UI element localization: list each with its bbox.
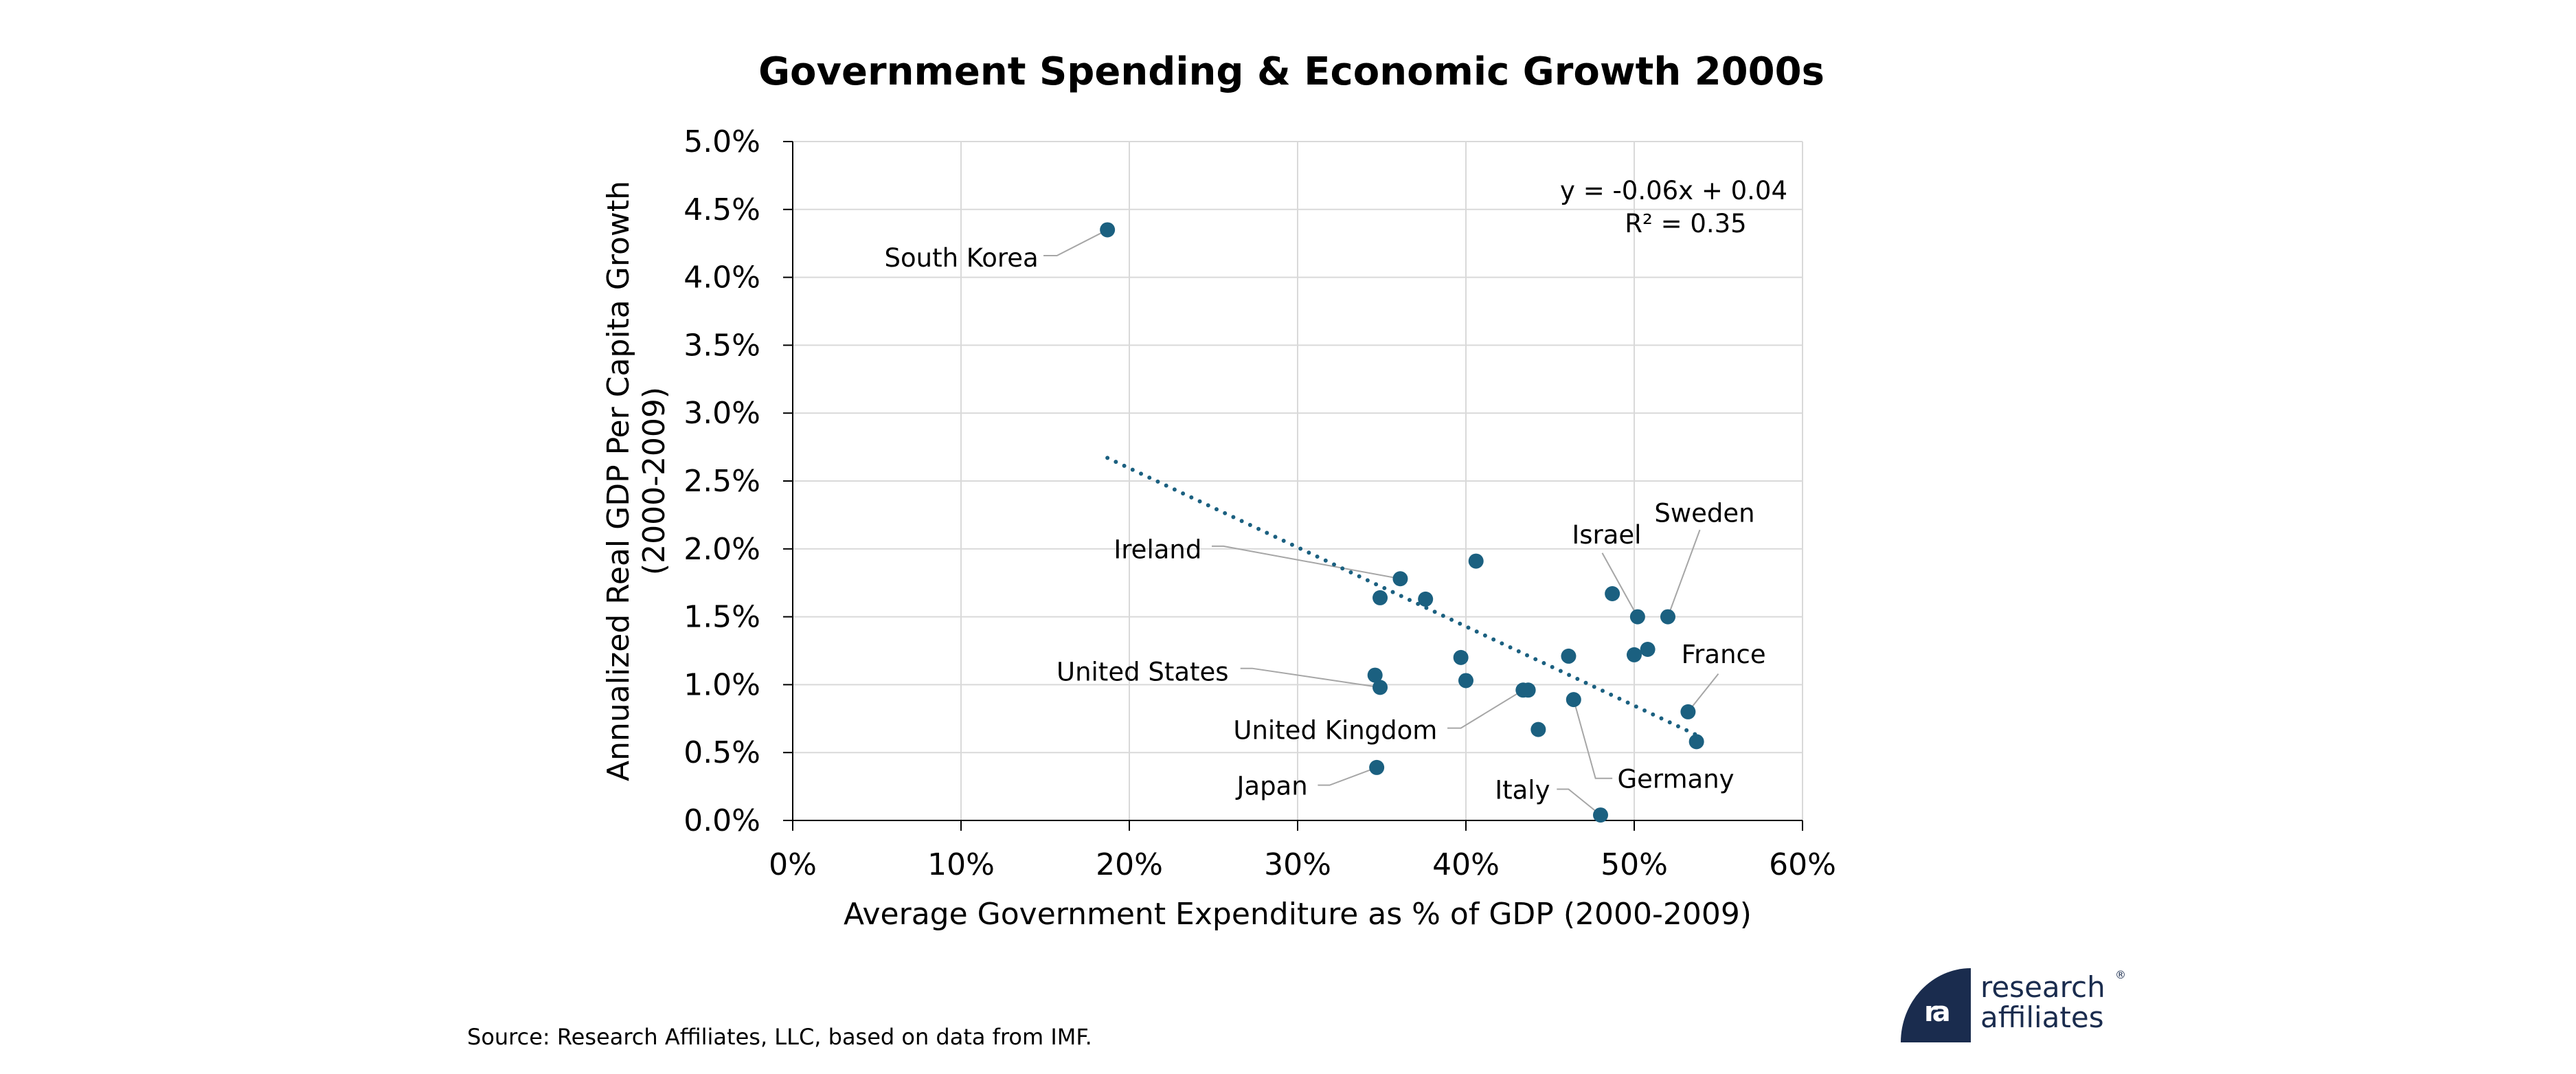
leader-line (1318, 766, 1377, 786)
x-tick-label: 50% (1601, 847, 1668, 882)
point-label: Italy (1495, 775, 1550, 805)
y-axis-title-line-1: Annualized Real GDP Per Capita Growth (601, 181, 636, 781)
data-point (1530, 721, 1546, 737)
point-label: United Kingdom (1233, 715, 1437, 745)
leader-line (1043, 229, 1108, 256)
point-label: Sweden (1654, 498, 1754, 528)
leader-line (1667, 529, 1701, 617)
y-axis-title-line-2: (2000-2009) (637, 387, 672, 575)
data-point (1605, 586, 1620, 602)
point-label: Germany (1618, 765, 1735, 794)
y-tick-label: 1.0% (683, 667, 760, 702)
data-point (1520, 682, 1536, 698)
y-tick-label: 2.0% (683, 532, 760, 567)
x-tick-label: 20% (1096, 847, 1163, 882)
x-tick-label: 30% (1264, 847, 1331, 882)
data-point (1627, 647, 1642, 662)
research-affiliates-logo: ra research affiliates ® (1901, 968, 2134, 1044)
data-point (1372, 680, 1388, 695)
axes (783, 141, 1803, 831)
data-point (1458, 673, 1473, 689)
y-tick-label: 3.0% (683, 396, 760, 431)
point-label: France (1682, 640, 1766, 669)
logo-glyph: ra (1924, 996, 1951, 1028)
logo-mark-icon: ra (1901, 968, 1971, 1042)
point-label: Ireland (1114, 535, 1201, 565)
r-squared-label: R² = 0.35 (1625, 209, 1746, 238)
point-label: South Korea (885, 243, 1039, 273)
x-tick-label: 60% (1769, 847, 1836, 882)
data-point (1468, 553, 1484, 569)
y-tick-label: 0.5% (683, 735, 760, 770)
logo-line-1: research (1980, 970, 2105, 1004)
x-tick-label: 40% (1432, 847, 1500, 882)
point-label: Japan (1235, 771, 1307, 801)
point-label: United States (1057, 657, 1229, 686)
data-point (1593, 807, 1608, 823)
trendline-equation: y = -0.06x + 0.04 (1560, 176, 1787, 205)
x-tick-label: 10% (927, 847, 995, 882)
data-point (1680, 704, 1696, 719)
data-point (1566, 692, 1581, 708)
y-tick-label: 4.5% (683, 192, 760, 227)
trendline (1105, 456, 1699, 737)
logo-wordmark: research affiliates (1980, 972, 2105, 1033)
leader-line (1687, 673, 1719, 713)
y-axis-title: Annualized Real GDP Per Capita Growth (2… (601, 181, 672, 781)
leader-line (1447, 689, 1524, 729)
data-point (1629, 609, 1645, 625)
y-tick-labels: 0.0% 0.5% 1.0% 1.5% 2.0% 2.5% 3.0% 3.5% 4.0% 4.5%… (683, 124, 760, 838)
y-tick-label: 2.5% (683, 464, 760, 499)
data-point (1688, 734, 1704, 750)
leader-line (1212, 545, 1401, 580)
data-point (1418, 591, 1434, 607)
point-label: Israel (1572, 520, 1641, 550)
y-tick-label: 1.5% (683, 600, 760, 635)
data-point (1561, 648, 1577, 664)
y-tick-label: 0.0% (683, 803, 760, 838)
chart-title: Government Spending & Economic Growth 20… (758, 49, 1824, 94)
logo-line-2: affiliates (1980, 1000, 2104, 1034)
gridlines (793, 141, 1803, 820)
data-point (1453, 649, 1469, 665)
y-tick-label: 4.0% (683, 260, 760, 295)
trendline-path (1105, 456, 1699, 737)
y-tick-label: 5.0% (683, 124, 760, 159)
leader-line (1601, 552, 1638, 618)
data-point (1660, 609, 1675, 625)
source-note: Source: Research Affiliates, LLC, based … (467, 1024, 1092, 1050)
data-point (1640, 642, 1656, 658)
leader-line (1572, 699, 1613, 779)
data-point (1367, 667, 1383, 683)
x-axis-title: Average Government Expenditure as % of G… (844, 897, 1752, 932)
data-point (1372, 590, 1388, 605)
data-point (1392, 571, 1408, 587)
registered-mark: ® (2115, 968, 2126, 981)
x-tick-labels: 0% 10% 20% 30% 40% 50% 60% (769, 847, 1836, 882)
y-tick-label: 3.5% (683, 328, 760, 363)
data-point (1100, 222, 1116, 238)
leader-line (1557, 788, 1601, 816)
leader-line (1240, 667, 1381, 689)
data-points (1100, 222, 1704, 823)
data-point (1369, 759, 1385, 775)
x-tick-label: 0% (769, 847, 817, 882)
